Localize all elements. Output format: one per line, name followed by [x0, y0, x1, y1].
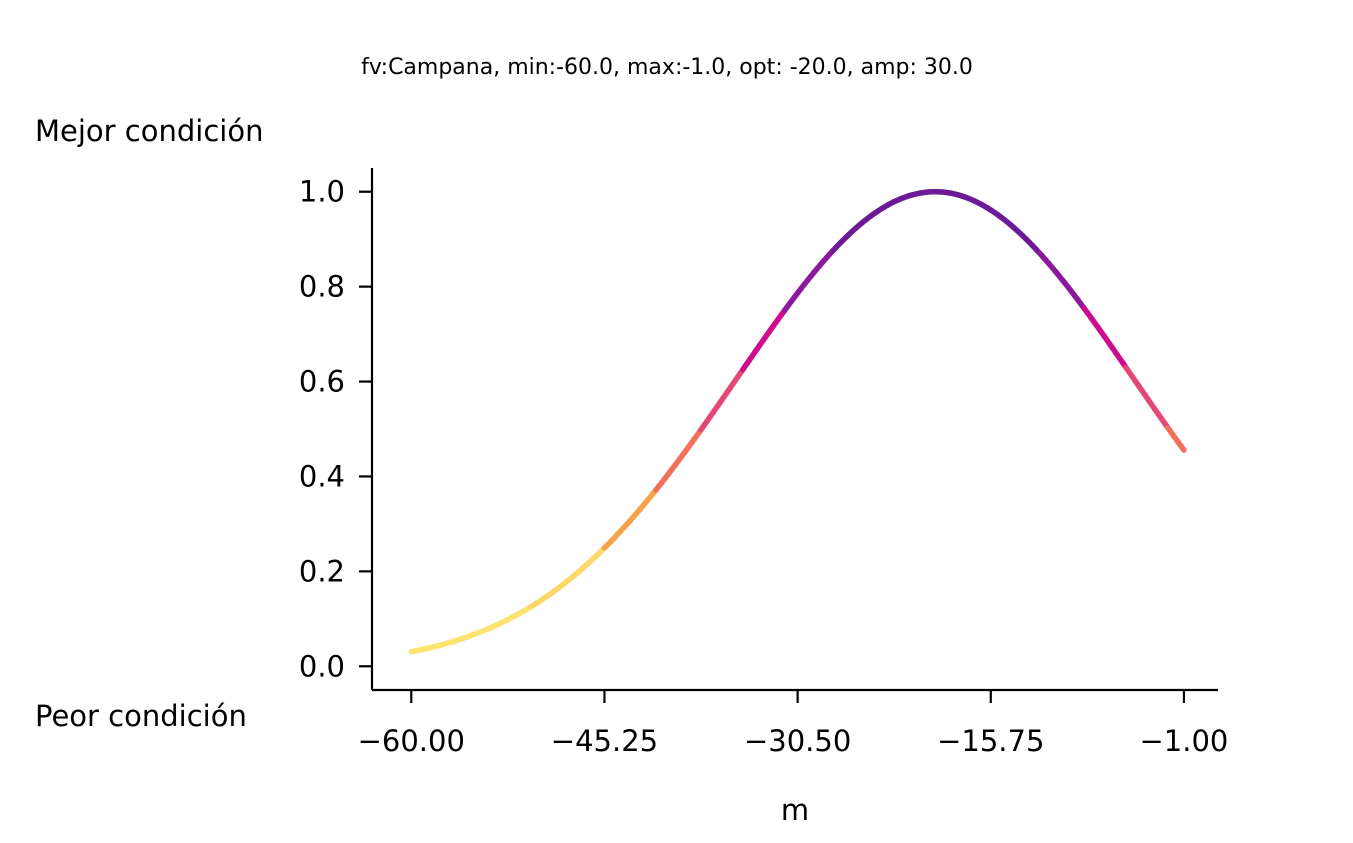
y-tick-label: 0.2: [299, 554, 345, 588]
curve: [408, 188, 1187, 655]
best-condition-label: Mejor condición: [35, 114, 263, 148]
x-tick-label: −60.00: [358, 724, 465, 758]
y-tick-label: 0.6: [299, 365, 345, 399]
x-tick-label: −15.75: [937, 724, 1044, 758]
plot-area: 0.0 0.2 0.4 0.6 0.8 1.0 −60.00 −45.25 −30.50 −15…: [299, 168, 1229, 758]
chart-title: fv:Campana, min:-60.0, max:-1.0, opt: -2…: [361, 55, 973, 80]
curve-segment: [1177, 442, 1187, 453]
worst-condition-label: Peor condición: [35, 699, 247, 733]
y-tick-label: 0.4: [299, 459, 345, 493]
y-tick-label: 0.8: [299, 270, 345, 304]
x-axis: −60.00 −45.25 −30.50 −15.75 −1.00: [358, 688, 1229, 758]
x-tick-label: −45.25: [551, 724, 658, 758]
x-tick-label: −1.00: [1140, 724, 1229, 758]
x-tick-label: −30.50: [744, 724, 851, 758]
y-axis: 0.0 0.2 0.4 0.6 0.8 1.0: [299, 168, 374, 690]
y-tick-label: 1.0: [299, 175, 345, 209]
x-axis-label: m: [781, 793, 809, 827]
y-tick-label: 0.0: [299, 649, 345, 683]
